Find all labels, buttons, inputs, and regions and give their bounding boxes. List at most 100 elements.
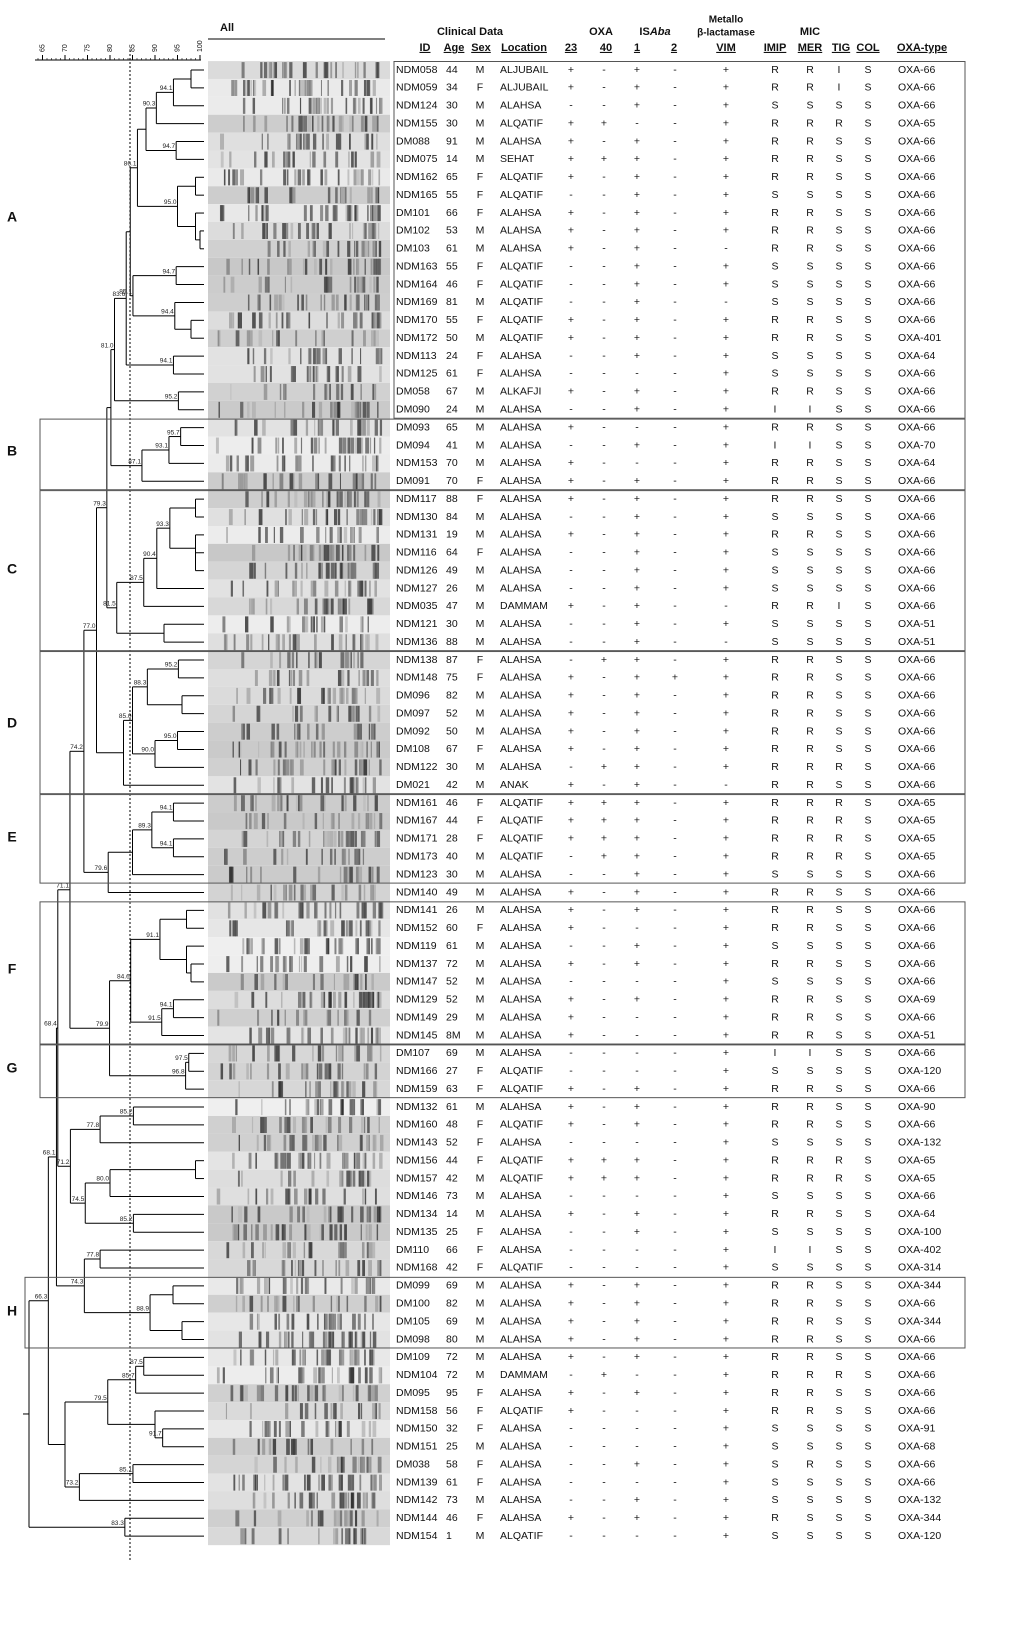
gel-band — [299, 1403, 303, 1420]
table-cell: - — [673, 207, 677, 219]
table-cell: - — [673, 1476, 677, 1488]
node-label: 95.2 — [165, 393, 178, 400]
table-cell: S — [771, 296, 778, 308]
table-cell: R — [806, 1083, 814, 1095]
gel-band — [246, 1063, 249, 1080]
table-cell: + — [723, 135, 729, 147]
table-cell: 30 — [446, 100, 458, 112]
gel-band — [312, 97, 316, 114]
table-cell: ALQATIF — [500, 1154, 543, 1166]
gel-band — [349, 455, 351, 472]
table-cell: F — [477, 654, 483, 666]
table-cell: S — [835, 564, 842, 576]
table-cell: S — [835, 690, 842, 702]
gel-band — [256, 1474, 258, 1491]
table-cell: M — [476, 135, 485, 147]
table-cell: M — [476, 1369, 485, 1381]
table-cell: I — [838, 82, 841, 94]
gel-band — [374, 830, 377, 847]
table-cell: 55 — [446, 189, 458, 201]
gel-band — [283, 169, 287, 186]
table-cell: NDM035 — [396, 600, 438, 612]
table-cell: - — [673, 278, 677, 290]
gel-band — [277, 795, 279, 812]
gel-band — [353, 973, 357, 990]
gel-lane — [208, 1151, 390, 1170]
table-cell: S — [835, 1190, 842, 1202]
table-cell: - — [602, 260, 606, 272]
table-cell: 1 — [446, 1530, 452, 1542]
gel-band — [369, 97, 373, 114]
gel-band — [332, 419, 335, 436]
table-cell: - — [602, 1208, 606, 1220]
gel-band — [369, 276, 372, 293]
table-cell: S — [835, 1494, 842, 1506]
table-cell: NDM149 — [396, 1011, 438, 1023]
gel-band — [243, 115, 245, 132]
table-cell: + — [634, 1494, 640, 1506]
node-label: 94.1 — [160, 840, 173, 847]
gel-band — [300, 1277, 304, 1294]
column-header: 23 — [565, 42, 577, 54]
gel-band — [267, 1420, 271, 1437]
node-label: 91.5 — [148, 1015, 161, 1022]
table-cell: M — [476, 940, 485, 952]
gel-band — [252, 1260, 256, 1277]
gel-band — [266, 830, 269, 847]
gel-band — [330, 258, 333, 275]
gel-band — [362, 419, 366, 436]
gel-band — [260, 1117, 262, 1134]
gel-band — [359, 1027, 362, 1044]
gel-band — [356, 437, 359, 454]
gel-band — [291, 187, 296, 204]
gel-band — [355, 777, 359, 794]
gel-band — [267, 133, 269, 150]
gel-band — [354, 491, 357, 508]
gel-band — [308, 169, 311, 186]
gel-band — [322, 133, 324, 150]
gel-band — [291, 1349, 296, 1366]
gel-band — [359, 1474, 362, 1491]
gel-band — [275, 437, 278, 454]
gel-band — [309, 544, 314, 561]
gel-band — [323, 544, 326, 561]
gel-band — [324, 580, 329, 597]
gel-band — [335, 1045, 338, 1062]
gel-band — [282, 294, 285, 311]
gel-band — [273, 670, 276, 687]
gel-band — [358, 884, 362, 901]
gel-band — [280, 1170, 282, 1187]
gel-band — [378, 312, 382, 329]
gel-band — [246, 866, 248, 883]
table-cell: + — [723, 1333, 729, 1345]
gel-band — [343, 1492, 348, 1509]
table-cell: NDM116 — [396, 547, 437, 559]
gel-band — [376, 294, 380, 311]
table-cell: DM103 — [396, 243, 430, 255]
gel-band — [262, 1242, 265, 1259]
gel-band — [319, 956, 324, 973]
gel-band — [309, 366, 312, 383]
gel-band — [324, 598, 328, 615]
table-cell: R — [771, 207, 779, 219]
gel-band — [334, 562, 337, 579]
gel-band — [302, 1331, 304, 1348]
gel-band — [372, 1420, 377, 1437]
table-cell: - — [673, 1226, 677, 1238]
table-cell: - — [602, 511, 606, 523]
gel-lane — [208, 1330, 390, 1349]
metallo-header: Metallo — [709, 15, 743, 26]
table-cell: - — [602, 618, 606, 630]
gel-band — [261, 133, 263, 150]
table-cell: S — [806, 511, 813, 523]
gel-band — [338, 115, 342, 132]
table-cell: ALAHSA — [500, 1351, 541, 1363]
gel-band — [253, 1510, 257, 1527]
node-label: 90.3 — [143, 101, 156, 108]
table-cell: NDM134 — [396, 1208, 438, 1220]
table-cell: - — [602, 690, 606, 702]
gel-band — [340, 1456, 343, 1473]
gel-band — [291, 1313, 295, 1330]
gel-band — [240, 795, 245, 812]
gel-band — [323, 1206, 327, 1223]
